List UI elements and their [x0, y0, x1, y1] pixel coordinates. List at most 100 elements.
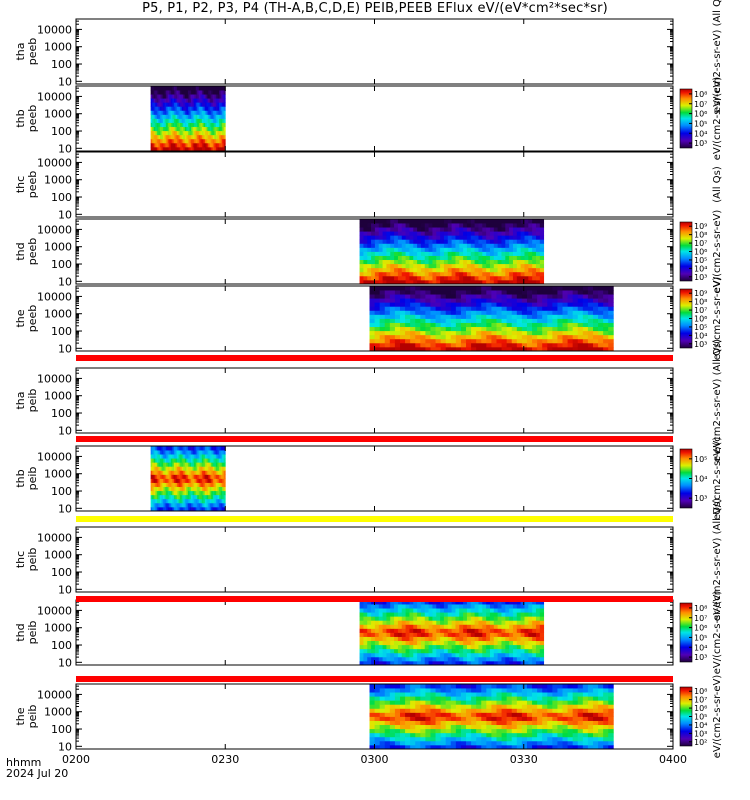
spectrogram-cell: [192, 482, 195, 488]
spectrogram-cell: [415, 692, 421, 697]
spectrogram-cell: [150, 90, 153, 95]
spectrogram-cell: [474, 652, 479, 658]
spectrogram-cell: [175, 478, 178, 483]
spectrogram-cell: [384, 302, 391, 307]
spectrogram-cell: [489, 640, 495, 646]
spectrogram-cell: [390, 648, 395, 654]
spectrogram-cell: [222, 462, 225, 467]
spectrogram-cell: [178, 470, 181, 475]
spectrogram-cell: [386, 275, 391, 281]
spectrogram-cell: [371, 271, 376, 277]
spectrogram-cell: [394, 235, 399, 240]
spectrogram-cell: [417, 239, 422, 244]
spectrogram-cell: [440, 267, 445, 273]
spectrogram-cell: [562, 322, 568, 328]
spectrogram-cell: [524, 656, 529, 662]
spectrogram-cell: [428, 271, 433, 277]
spectrogram-cell: [192, 110, 195, 115]
spectrogram-cell: [466, 223, 472, 228]
spectrogram-cell: [409, 227, 414, 232]
spectrogram-cell: [474, 223, 479, 228]
spectrogram-cell: [493, 628, 499, 633]
spectrogram-cell: [532, 310, 538, 315]
spectrogram-cell: [501, 219, 506, 224]
spectrogram-cell: [459, 624, 464, 629]
spectrogram-cell: [432, 604, 437, 609]
spectrogram-cell: [521, 314, 528, 319]
spectrogram-cell: [409, 660, 414, 666]
spectrogram-cell: [382, 644, 387, 650]
spectrogram-cell: [206, 494, 209, 500]
spectrogram-cell: [509, 267, 514, 273]
spectrogram-cell: [166, 454, 169, 459]
spectrogram-cell: [363, 259, 368, 265]
spectrogram-cell: [425, 286, 431, 291]
spectrogram-cell: [205, 138, 207, 144]
spectrogram-cell: [535, 660, 541, 666]
spectrogram-cell: [374, 624, 380, 629]
spectrogram-cell: [191, 146, 193, 152]
spectrogram-cell: [400, 716, 406, 721]
spectrogram-cell: [401, 604, 406, 609]
spectrogram-cell: [379, 310, 386, 315]
spectrogram-cell: [537, 306, 543, 311]
spectrogram-cell: [212, 118, 215, 123]
spectrogram-cell: [219, 478, 221, 483]
spectrogram-cell: [459, 259, 464, 265]
spectrogram-cell: [211, 98, 214, 103]
spectrogram-cell: [394, 342, 401, 348]
spectrogram-cell: [535, 600, 541, 605]
spectrogram-cell: [528, 636, 533, 642]
spectrogram-cell: [476, 290, 482, 295]
spectrogram-cell: [175, 118, 178, 123]
spectrogram-cell: [390, 259, 395, 265]
spectrogram-cell: [153, 466, 156, 471]
spectrogram-cell: [592, 342, 599, 348]
spectrogram-cell: [511, 286, 518, 291]
spectrogram-cell: [528, 632, 533, 637]
spectrogram-cell: [459, 608, 464, 613]
spectrogram-cell: [152, 478, 155, 483]
spectrogram-cell: [212, 450, 215, 455]
spectrogram-cell: [493, 632, 499, 637]
spectrogram-cell: [497, 640, 502, 646]
spectrogram-cell: [161, 502, 164, 508]
spectrogram-cell: [424, 267, 429, 273]
spectrogram-cell: [415, 326, 421, 332]
spectrogram-cell: [466, 314, 472, 319]
spectrogram-cell: [180, 118, 183, 123]
spectrogram-cell: [417, 275, 422, 281]
spectrogram-cell: [183, 458, 186, 463]
spectrogram-cell: [603, 298, 609, 303]
spectrogram-cell: [164, 446, 167, 451]
spectrogram-cell: [486, 616, 491, 621]
spectrogram-cell: [390, 636, 395, 642]
spectrogram-cell: [167, 506, 170, 512]
spectrogram-cell: [378, 612, 383, 617]
spectrogram-cell: [150, 498, 153, 504]
spectrogram-cell: [394, 322, 401, 328]
spectrogram-cell: [167, 470, 170, 475]
spectrogram-cell: [382, 600, 387, 605]
spectrogram-cell: [386, 620, 391, 625]
spectrogram-cell: [363, 640, 368, 646]
spectrogram-cell: [466, 259, 472, 265]
spectrogram-cell: [390, 239, 395, 244]
spectrogram-cell: [158, 114, 161, 119]
spectrogram-cell: [359, 636, 364, 642]
spectrogram-cell: [152, 470, 155, 475]
spectrogram-cell: [359, 640, 364, 646]
spectrogram-cell: [542, 302, 548, 307]
spectrogram-cell: [415, 700, 421, 705]
spectrogram-cell: [219, 106, 221, 111]
spectrogram-cell: [430, 736, 436, 742]
spectrogram-cell: [367, 223, 372, 228]
spectrogram-cell: [211, 450, 214, 455]
spectrogram-cell: [463, 656, 468, 662]
spectrogram-cell: [217, 466, 220, 471]
spectrogram-cell: [552, 298, 558, 303]
spectrogram-cell: [424, 275, 429, 281]
spectrogram-cell: [497, 656, 502, 662]
spectrogram-cell: [371, 239, 376, 244]
spectrogram-cell: [214, 490, 217, 496]
